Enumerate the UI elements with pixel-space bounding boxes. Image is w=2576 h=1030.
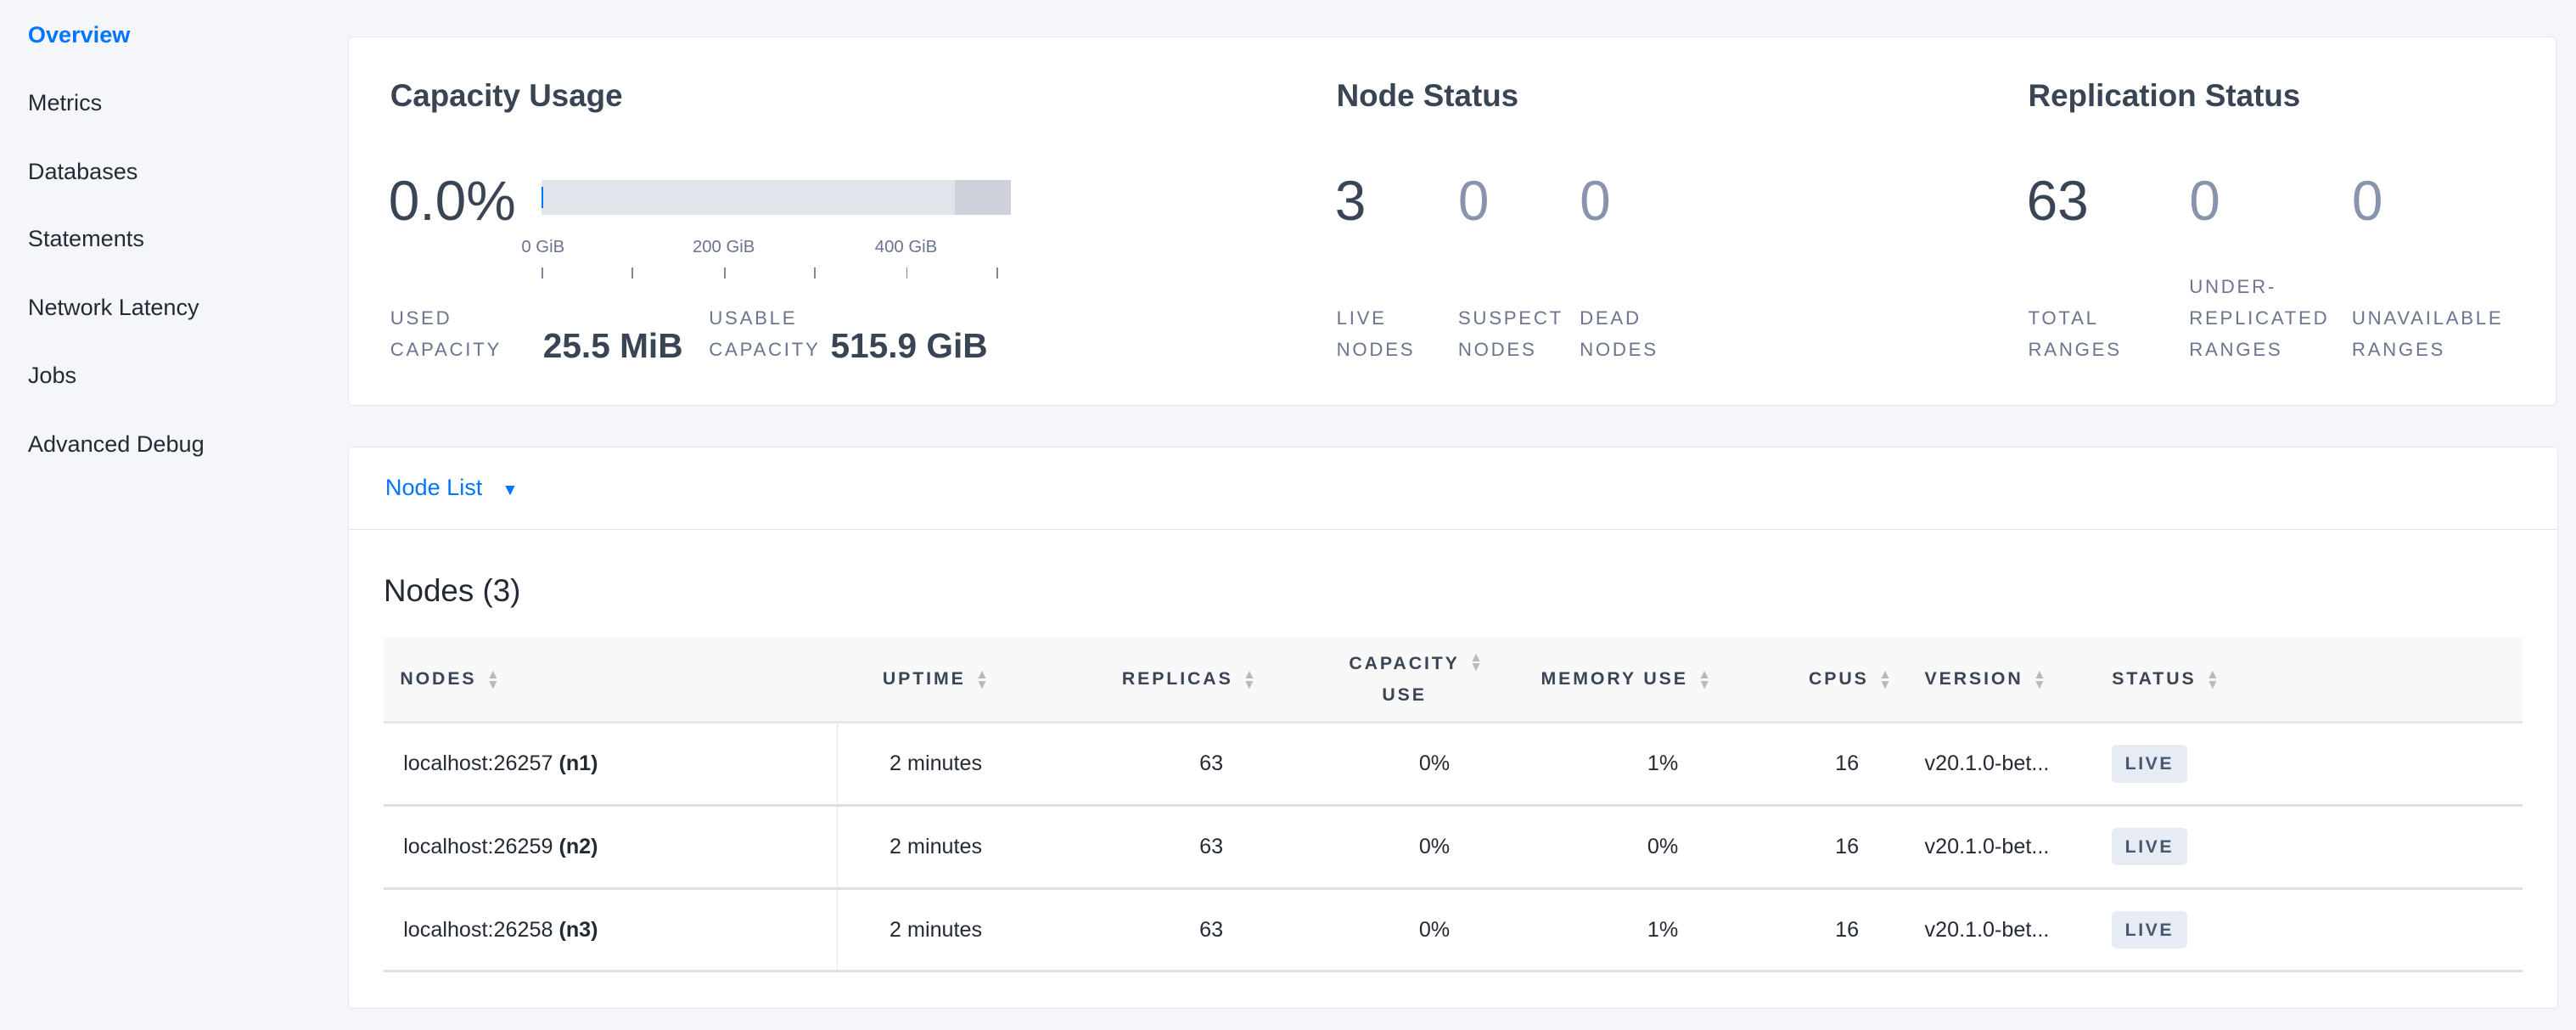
memory-cell: 0%	[1499, 805, 1728, 890]
node-list-dropdown[interactable]: Node List ▼	[385, 474, 519, 501]
table-row[interactable]: localhost:26257 (n1) 2 minutes 63 0% 1% …	[383, 722, 2523, 807]
total-ranges-label: TOTAL RANGES	[2028, 307, 2122, 360]
capacity-cell: 0%	[1272, 888, 1500, 973]
replication-status-title: Replication Status	[2028, 77, 2301, 113]
column-nodes[interactable]: NODES ▲ ▼	[383, 637, 838, 724]
axis-label: 200 GiB	[692, 237, 755, 256]
under-replicated-label: UNDER- REPLICATED RANGES	[2189, 276, 2330, 360]
sort-icon: ▲ ▼	[975, 667, 991, 692]
version-cell: v20.1.0-bet...	[1908, 888, 2096, 973]
suspect-nodes-label: SUSPECT NODES	[1457, 307, 1563, 360]
node-status-title: Node Status	[1336, 77, 1519, 113]
suspect-nodes-count: 0	[1457, 169, 1490, 233]
status-badge: LIVE	[2112, 828, 2187, 866]
sidebar-item-metrics[interactable]: Metrics	[27, 88, 103, 115]
capacity-bar-usable	[541, 179, 955, 215]
column-version[interactable]: VERSION ▲ ▼	[1908, 637, 2096, 724]
node-cell[interactable]: localhost:26258 (n3)	[383, 888, 838, 973]
column-capacity-use[interactable]: CAPACITY USE▲ ▼	[1272, 637, 1500, 724]
sort-icon: ▲ ▼	[1243, 667, 1259, 692]
usable-capacity-value: 515.9 GiB	[830, 326, 988, 366]
caret-down-icon: ▼	[502, 481, 519, 500]
status-badge: LIVE	[2112, 910, 2187, 949]
column-memory-use[interactable]: MEMORY USE ▲ ▼	[1499, 637, 1728, 724]
replicas-cell: 63	[1034, 888, 1273, 973]
live-nodes-label: LIVE NODES	[1336, 307, 1416, 360]
sort-icon: ▲ ▼	[486, 667, 502, 692]
column-uptime[interactable]: UPTIME ▲ ▼	[837, 637, 1035, 724]
capacity-bar	[541, 179, 1012, 215]
sidebar-item-jobs[interactable]: Jobs	[27, 361, 77, 388]
memory-cell: 1%	[1499, 888, 1728, 973]
version-cell: v20.1.0-bet...	[1908, 805, 2096, 890]
nodes-table: NODES ▲ ▼ UPTIME ▲ ▼ REPLICAS ▲ ▼ CAPACITY USE▲…	[383, 637, 2523, 973]
unavailable-ranges-count: 0	[2351, 169, 2383, 233]
table-row[interactable]: localhost:26259 (n2) 2 minutes 63 0% 0% …	[383, 805, 2523, 890]
status-cell: LIVE	[2095, 805, 2523, 890]
axis-tick	[814, 267, 817, 279]
sort-icon: ▲ ▼	[2033, 667, 2049, 692]
uptime-cell: 2 minutes	[837, 888, 1035, 973]
sort-icon: ▲ ▼	[1878, 667, 1894, 692]
axis-tick	[996, 267, 998, 279]
table-row[interactable]: localhost:26258 (n3) 2 minutes 63 0% 1% …	[383, 888, 2523, 973]
under-replicated-count: 0	[2189, 169, 2220, 233]
node-cell[interactable]: localhost:26257 (n1)	[383, 722, 838, 807]
node-list-card: Node List ▼ Nodes (3) NODES ▲ ▼ UPTIME ▲ ▼ R…	[348, 447, 2558, 1010]
sort-icon: ▲ ▼	[2206, 667, 2222, 692]
capacity-cell: 0%	[1272, 722, 1500, 807]
capacity-percent: 0.0%	[388, 169, 516, 233]
uptime-cell: 2 minutes	[837, 722, 1035, 807]
table-header-row: NODES ▲ ▼ UPTIME ▲ ▼ REPLICAS ▲ ▼ CAPACITY USE▲…	[383, 637, 2523, 724]
sidebar-item-statements[interactable]: Statements	[27, 225, 144, 252]
cpus-cell: 16	[1727, 805, 1909, 890]
uptime-cell: 2 minutes	[837, 805, 1035, 890]
axis-tick	[723, 267, 726, 279]
nodes-table-title: Nodes (3)	[383, 572, 521, 608]
status-badge: LIVE	[2112, 745, 2187, 783]
dead-nodes-count: 0	[1580, 169, 1611, 233]
sort-icon: ▲ ▼	[1469, 650, 1485, 675]
dead-nodes-label: DEAD NODES	[1580, 307, 1658, 360]
node-cell[interactable]: localhost:26259 (n2)	[383, 805, 838, 890]
replicas-cell: 63	[1034, 722, 1273, 807]
sort-icon: ▲ ▼	[1698, 667, 1714, 692]
cpus-cell: 16	[1727, 888, 1909, 973]
axis-tick	[541, 267, 543, 279]
version-cell: v20.1.0-bet...	[1908, 722, 2096, 807]
axis-label: 400 GiB	[874, 237, 938, 256]
sidebar-item-network-latency[interactable]: Network Latency	[27, 294, 199, 321]
column-status[interactable]: STATUS ▲ ▼	[2095, 637, 2523, 724]
capacity-bar-used	[541, 186, 543, 208]
cpus-cell: 16	[1727, 722, 1909, 807]
axis-label: 0 GiB	[521, 237, 565, 256]
cluster-summary-card: Capacity Usage 0.0% 0 GiB 200 GiB 400 Gi…	[348, 36, 2556, 407]
status-cell: LIVE	[2095, 722, 2523, 807]
usable-capacity-label: USABLE CAPACITY	[709, 307, 821, 360]
unavailable-ranges-label: UNAVAILABLE RANGES	[2351, 307, 2504, 360]
used-capacity-value: 25.5 MiB	[542, 326, 683, 366]
axis-tick	[631, 267, 634, 279]
capacity-cell: 0%	[1272, 805, 1500, 890]
sidebar-item-databases[interactable]: Databases	[27, 157, 138, 184]
memory-cell: 1%	[1499, 722, 1728, 807]
replicas-cell: 63	[1034, 805, 1273, 890]
used-capacity-label: USED CAPACITY	[390, 307, 502, 360]
dropdown-label: Node List	[384, 474, 483, 501]
sidebar-item-advanced-debug[interactable]: Advanced Debug	[27, 431, 205, 458]
status-cell: LIVE	[2095, 888, 2523, 973]
sidebar-item-overview[interactable]: Overview	[27, 21, 131, 48]
total-ranges-count: 63	[2026, 169, 2089, 233]
node-list-header: Node List ▼	[349, 447, 2557, 531]
live-nodes-count: 3	[1334, 169, 1367, 233]
axis-tick	[906, 267, 908, 279]
column-cpus[interactable]: CPUS ▲ ▼	[1727, 637, 1909, 724]
column-replicas[interactable]: REPLICAS ▲ ▼	[1034, 637, 1273, 724]
capacity-usage-title: Capacity Usage	[390, 77, 623, 113]
